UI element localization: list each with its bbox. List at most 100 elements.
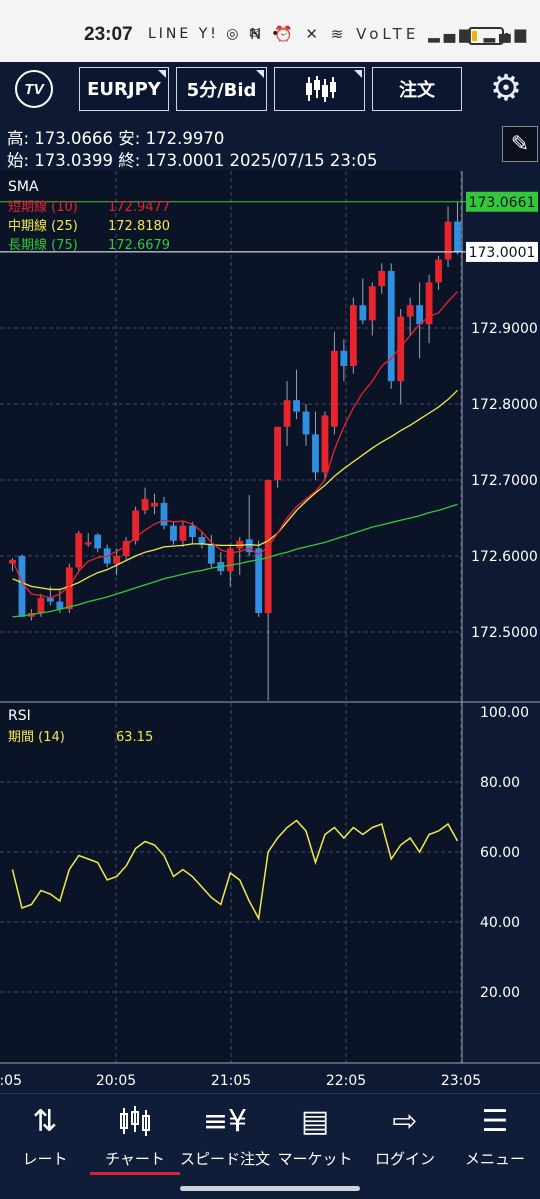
nav-rate-label: レート (22, 1150, 68, 1168)
rsi-tick-label: 60.00 (480, 845, 520, 861)
rsi-period-label: 期間 (14) (8, 730, 65, 745)
home-indicator (180, 1186, 360, 1191)
candle-body (387, 271, 395, 382)
chart-type-button[interactable] (274, 67, 365, 111)
price-chart[interactable]: 173.0661 173.0001 172.9000 172.8000 172.700… (0, 0, 540, 1093)
price-markers: 173.0661 173.0001 (0, 191, 538, 262)
candle-body (151, 502, 158, 507)
interval-label: 5分/Bid (186, 80, 257, 101)
candle-body (425, 282, 433, 325)
candle-body (340, 350, 348, 366)
rsi-tick-label: 80.00 (480, 775, 520, 791)
sma-long-label: 長期線 (75) (8, 237, 78, 253)
sma-title: SMA (8, 179, 39, 195)
rsi-line (11, 819, 459, 921)
order-label: 注文 (399, 80, 435, 101)
time-tick-label: 22:05 (326, 1073, 366, 1089)
sma-short-line (11, 291, 458, 599)
candle-body (368, 286, 376, 321)
status-time: 23:07 (84, 24, 133, 45)
order-button[interactable]: 注文 (372, 67, 462, 111)
sma-mid-value: 172.8180 (108, 219, 170, 234)
nav-login-label: ログイン (374, 1150, 435, 1168)
sma-long-line (12, 503, 458, 618)
settings-gear-icon[interactable]: ⚙ (489, 68, 523, 109)
candle-body (226, 548, 234, 572)
candle-body (207, 544, 215, 564)
symbol-label: EURJPY (87, 78, 161, 100)
candle-body (141, 499, 149, 511)
symbol-button[interactable]: EURJPY (79, 67, 169, 111)
candle-body (321, 415, 329, 473)
candle-body (312, 434, 319, 473)
candle-body (236, 540, 244, 549)
candle-body (416, 305, 424, 325)
chart-grid (0, 171, 462, 1063)
candle-body (293, 400, 300, 412)
candle-body (331, 350, 338, 427)
nav-menu[interactable]: ☰ メニュー (450, 1094, 540, 1176)
nav-speed-order[interactable]: ≡¥ スピード注文 (180, 1094, 270, 1176)
candle-body (160, 502, 168, 526)
nav-speed-order-label: スピード注文 (180, 1150, 271, 1168)
rsi-title: RSI (8, 708, 31, 724)
ohlc-open-close: 始: 173.0399 終: 173.0001 2025/07/15 23:05 (7, 151, 378, 170)
nav-market-label: マーケット (277, 1150, 353, 1168)
price-tick-label: 172.5000 (471, 625, 538, 641)
time-tick-label: 20:05 (96, 1073, 136, 1089)
chart-toolbar: TV EURJPY 5分/Bid 注文 ⚙ (0, 62, 540, 116)
candle-body (113, 556, 121, 564)
candle-body (359, 305, 367, 321)
candle-body (444, 221, 452, 260)
candle-body (179, 525, 187, 541)
candle-body (406, 305, 414, 317)
high-price-tag (466, 191, 538, 212)
candle-body (378, 271, 386, 287)
last-price-label: 173.0001 (469, 245, 536, 261)
price-tick-label: 172.7000 (471, 473, 538, 489)
candlestick-icon (90, 1094, 180, 1144)
candle-body (435, 259, 442, 283)
candle-body (170, 525, 177, 541)
price-tick-label: 172.6000 (471, 549, 538, 565)
ohlc-high-low: 高: 173.0666 安: 172.9970 (7, 129, 225, 148)
candle-body (18, 556, 26, 617)
candle-body (274, 426, 282, 480)
nav-chart-label: チャート (105, 1150, 165, 1168)
login-icon: ⇨ (392, 1104, 418, 1139)
bottom-navigation: ⇅ レート チャート ≡¥ スピード注文 ▤ マーケット ⇨ ログイン ☰ メニ… (0, 1093, 540, 1199)
tradingview-logo-button[interactable]: TV (15, 70, 53, 108)
candle-body (397, 316, 405, 382)
last-price-tag (466, 241, 538, 262)
candle-body (454, 221, 461, 252)
candle-body (283, 400, 291, 427)
candle-body (84, 542, 92, 545)
candle-body (245, 539, 253, 553)
nav-chart[interactable]: チャート (90, 1094, 180, 1176)
nav-login[interactable]: ⇨ ログイン (360, 1094, 450, 1176)
candle-body (132, 510, 139, 541)
candle-body (198, 537, 206, 545)
sma-mid-label: 中期線 (25) (8, 218, 78, 234)
interval-button[interactable]: 5分/Bid (176, 67, 267, 111)
candle-body (56, 601, 64, 610)
candle-body (349, 305, 357, 366)
time-tick-label: 23:05 (441, 1073, 481, 1089)
drawing-pencil-icon[interactable]: ✎ (502, 126, 538, 162)
speed-order-icon: ≡¥ (202, 1104, 248, 1139)
candle-body (75, 533, 83, 568)
candle-body (188, 525, 196, 537)
candle-body (9, 559, 16, 564)
sma-short-value: 172.9477 (108, 200, 170, 215)
nav-rate[interactable]: ⇅ レート (0, 1094, 90, 1176)
nav-menu-label: メニュー (464, 1150, 525, 1168)
rsi-value: 63.15 (116, 730, 153, 745)
status-bar: 23:07 LINE Y! ◎ ✉ • N ⏰ ✕ ≋ VoLTE ▂▄▆ ▂▄… (0, 0, 540, 62)
rate-arrows-icon: ⇅ (32, 1104, 58, 1139)
rsi-tick-label: 100.00 (480, 705, 529, 721)
candle-body (94, 534, 102, 549)
rsi-tick-label: 40.00 (480, 915, 520, 931)
sma-long-value: 172.6679 (108, 238, 170, 253)
time-tick-label: 19:05 (0, 1073, 22, 1089)
nav-market[interactable]: ▤ マーケット (270, 1094, 360, 1176)
